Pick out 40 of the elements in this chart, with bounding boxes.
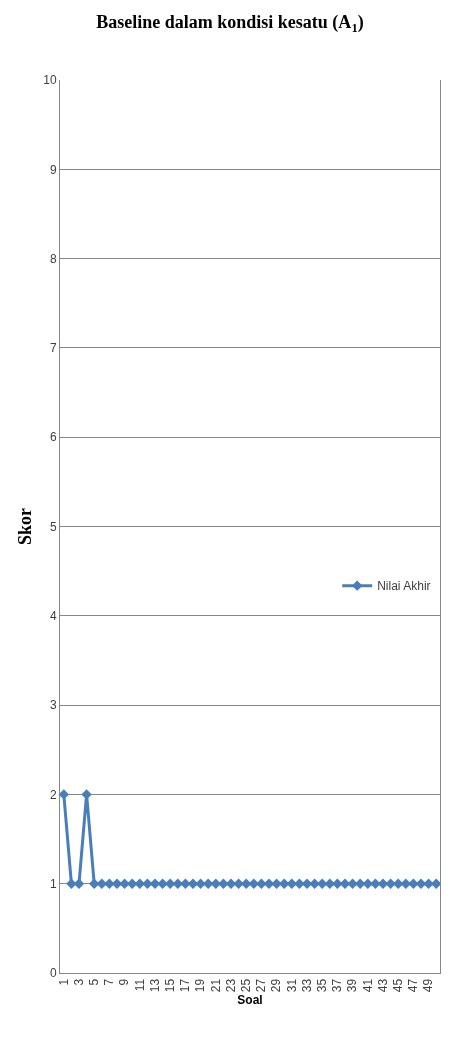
y-tick-label: 2 bbox=[49, 787, 57, 802]
y-tick-label: 6 bbox=[49, 430, 57, 445]
x-tick-label: 23 bbox=[223, 978, 238, 993]
x-tick-label: 13 bbox=[147, 978, 162, 993]
x-tick-label: 25 bbox=[239, 978, 254, 993]
x-tick-label: 5 bbox=[87, 978, 102, 986]
x-tick-label: 11 bbox=[132, 978, 147, 992]
x-tick-label: 27 bbox=[254, 978, 269, 993]
y-tick-label: 10 bbox=[43, 73, 57, 88]
x-tick-label: 21 bbox=[208, 978, 223, 993]
y-tick-label: 1 bbox=[49, 876, 57, 891]
x-tick-label: 31 bbox=[284, 978, 299, 993]
x-tick-label: 7 bbox=[102, 978, 117, 986]
x-tick-label: 15 bbox=[163, 978, 178, 993]
x-tick-label: 3 bbox=[71, 978, 86, 986]
y-tick-label: 4 bbox=[49, 609, 57, 623]
x-tick-label: 9 bbox=[117, 978, 132, 986]
y-tick-label: 3 bbox=[49, 698, 57, 713]
x-tick-label: 17 bbox=[178, 978, 193, 993]
x-tick-label: 29 bbox=[269, 978, 284, 993]
x-tick-label: 41 bbox=[360, 978, 375, 993]
y-tick-label: 8 bbox=[49, 251, 57, 266]
y-tick-label: 0 bbox=[49, 966, 57, 981]
x-tick-label: 37 bbox=[330, 978, 345, 993]
y-tick-label: 5 bbox=[49, 519, 57, 534]
x-axis-title: Soal bbox=[237, 993, 263, 1008]
x-tick-label: 47 bbox=[406, 978, 421, 993]
x-tick-label: 39 bbox=[345, 978, 360, 993]
y-axis-title: Skor bbox=[15, 507, 36, 546]
x-tick-label: 45 bbox=[391, 978, 406, 993]
x-tick-label: 33 bbox=[299, 978, 314, 993]
x-tick-label: 1 bbox=[56, 978, 71, 986]
chart-title: Baseline dalam kondisi kesatu (A$_{1}$) bbox=[96, 12, 364, 36]
x-tick-label: 49 bbox=[421, 978, 436, 993]
y-tick-label: 7 bbox=[49, 341, 57, 356]
x-tick-label: 19 bbox=[193, 978, 208, 993]
legend-label: Nilai Akhir bbox=[377, 579, 431, 594]
x-tick-label: 43 bbox=[375, 978, 390, 993]
x-tick-label: 35 bbox=[315, 978, 330, 993]
y-tick-label: 9 bbox=[49, 162, 57, 177]
